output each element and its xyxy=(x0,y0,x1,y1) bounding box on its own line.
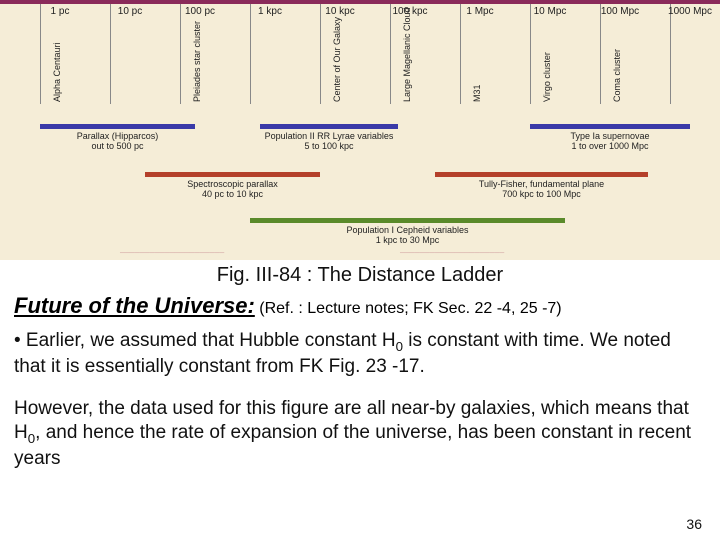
object-label: Coma cluster xyxy=(612,49,622,102)
scale-tick-label: 10 pc xyxy=(118,6,142,17)
object-label: M31 xyxy=(472,84,482,102)
object-label: Alpha Centauri xyxy=(52,42,62,102)
range-bar xyxy=(40,124,195,129)
para2-text-b: , and hence the rate of expansion of the… xyxy=(14,422,691,469)
range-bar xyxy=(435,172,648,177)
scale-tick xyxy=(110,4,111,104)
range-bar xyxy=(250,218,565,223)
paragraph-2: However, the data used for this figure a… xyxy=(14,397,706,471)
object-label: Virgo cluster xyxy=(542,52,552,102)
scale-tick xyxy=(390,4,391,104)
scale-tick xyxy=(670,4,671,104)
scale-tick xyxy=(180,4,181,104)
scale-tick xyxy=(40,4,41,104)
scale-tick xyxy=(600,4,601,104)
section-title: Future of the Universe: xyxy=(14,293,255,318)
range-bar-caption: Spectroscopic parallax40 pc to 10 kpc xyxy=(187,180,278,200)
scale-tick-label: 1 kpc xyxy=(258,6,282,17)
range-bar-caption: Parallax (Hipparcos)out to 500 pc xyxy=(77,132,159,152)
scale-tick xyxy=(460,4,461,104)
scale-tick-label: 10 Mpc xyxy=(534,6,567,17)
scale-tick xyxy=(320,4,321,104)
object-label: Center of Our Galaxy xyxy=(332,17,342,102)
range-bar xyxy=(145,172,320,177)
distance-ladder-diagram: 1 pc Alpha Centauri 10 pc 100 pc Pleiades st… xyxy=(0,0,720,260)
section-ref: (Ref. : Lecture notes; FK Sec. 22 -4, 25… xyxy=(259,300,561,317)
scale-tick-label: 100 pc xyxy=(185,6,215,17)
range-bar-caption: Tully-Fisher, fundamental plane700 kpc t… xyxy=(479,180,604,200)
subscript-zero: 0 xyxy=(396,339,403,354)
range-bar-caption: Population II RR Lyrae variables5 to 100… xyxy=(265,132,394,152)
figure-caption: Fig. III-84 : The Distance Ladder xyxy=(0,264,720,287)
paragraph-1: • Earlier, we assumed that Hubble consta… xyxy=(14,329,706,379)
range-bar xyxy=(260,124,398,129)
range-bar-caption: Population I Cepheid variables1 kpc to 3… xyxy=(346,226,468,246)
illegible-text: ───────────────────── xyxy=(120,250,224,257)
illegible-text: ───────────────────── xyxy=(400,250,504,257)
scale-tick xyxy=(250,4,251,104)
range-bar xyxy=(530,124,690,129)
scale-tick-label: 10 kpc xyxy=(325,6,354,17)
range-bar-caption: Type Ia supernovae1 to over 1000 Mpc xyxy=(570,132,649,152)
scale-tick xyxy=(530,4,531,104)
para1-text-a: • Earlier, we assumed that Hubble consta… xyxy=(14,330,396,351)
object-label: Large Magellanic Cloud xyxy=(402,7,412,102)
section-heading-row: Future of the Universe: (Ref. : Lecture … xyxy=(14,293,708,319)
scale-tick-label: 100 Mpc xyxy=(601,6,639,17)
page-number: 36 xyxy=(686,516,702,532)
scale-tick-label: 1 pc xyxy=(51,6,70,17)
scale-tick-label: 1 Mpc xyxy=(466,6,493,17)
object-label: Pleiades star cluster xyxy=(192,21,202,102)
scale-tick-label: 1000 Mpc xyxy=(668,6,712,17)
